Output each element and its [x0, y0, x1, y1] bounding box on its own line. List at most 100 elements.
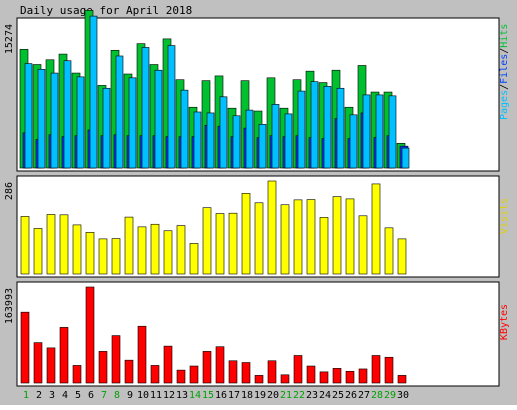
day-label-30: 30: [397, 390, 409, 401]
day-label-14: 14: [189, 390, 201, 401]
day-label-2: 2: [36, 390, 42, 401]
bar-visits-8: [111, 238, 121, 275]
bar-kbytes-5: [72, 365, 82, 384]
bar-visits-15: [202, 207, 212, 275]
day-label-4: 4: [62, 390, 68, 401]
panel-kbytes-frame: [16, 281, 500, 387]
bar-pages-23: [310, 81, 319, 169]
bar-kbytes-21: [280, 374, 290, 384]
bar-kbytes-12: [163, 345, 173, 384]
bar-kbytes-18: [241, 362, 251, 384]
day-label-11: 11: [150, 390, 162, 401]
bar-pages-19: [258, 124, 267, 169]
bar-kbytes-24: [319, 371, 329, 384]
bar-kbytes-19: [254, 375, 264, 384]
bar-kbytes-9: [124, 359, 134, 384]
day-label-6: 6: [88, 390, 94, 401]
bar-pages-7: [102, 87, 111, 169]
bar-visits-22: [293, 199, 303, 275]
day-label-20: 20: [267, 390, 279, 401]
bar-visits-20: [267, 180, 277, 275]
bar-kbytes-3: [46, 347, 56, 384]
bar-pages-29: [388, 95, 397, 169]
panel-kbytes-ymax-label: 163993: [4, 288, 15, 324]
bar-kbytes-23: [306, 365, 316, 384]
day-label-12: 12: [163, 390, 175, 401]
day-label-24: 24: [319, 390, 331, 401]
bar-visits-13: [176, 225, 186, 275]
bar-pages-6: [89, 15, 98, 169]
bar-visits-3: [46, 214, 56, 275]
bar-visits-26: [345, 198, 355, 275]
legend-files: Files: [499, 54, 510, 84]
bar-visits-6: [85, 232, 95, 275]
bar-visits-27: [358, 215, 368, 275]
bar-pages-18: [245, 109, 254, 169]
bar-kbytes-26: [345, 370, 355, 384]
bar-pages-30: [401, 147, 410, 169]
day-label-9: 9: [127, 390, 133, 401]
bar-visits-10: [137, 226, 147, 275]
bar-pages-1: [24, 63, 33, 169]
panel-visits: 286 Visits: [4, 175, 510, 278]
bar-visits-21: [280, 204, 290, 275]
bar-visits-25: [332, 196, 342, 275]
bar-pages-5: [76, 76, 85, 169]
bar-kbytes-4: [59, 327, 69, 384]
bar-visits-5: [72, 224, 82, 275]
bar-pages-3: [50, 72, 59, 169]
legend-pages: Pages: [499, 90, 510, 120]
bar-kbytes-13: [176, 369, 186, 384]
day-label-5: 5: [75, 390, 81, 401]
bar-visits-18: [241, 193, 251, 275]
day-label-10: 10: [137, 390, 149, 401]
day-label-3: 3: [49, 390, 55, 401]
bar-pages-14: [193, 111, 202, 169]
bar-kbytes-30: [397, 375, 407, 384]
bar-visits-28: [371, 183, 381, 275]
bar-pages-2: [37, 68, 46, 169]
day-label-18: 18: [241, 390, 253, 401]
bar-kbytes-10: [137, 325, 147, 384]
day-label-29: 29: [384, 390, 396, 401]
day-label-28: 28: [371, 390, 383, 401]
day-label-8: 8: [114, 390, 120, 401]
bar-pages-20: [271, 104, 280, 169]
bar-visits-9: [124, 216, 134, 275]
legend-hits: Hits: [499, 24, 510, 48]
bar-kbytes-1: [20, 311, 30, 384]
bar-visits-4: [59, 214, 69, 275]
bar-visits-17: [228, 212, 238, 275]
bar-pages-16: [219, 96, 228, 169]
bar-visits-16: [215, 213, 225, 275]
bar-visits-30: [397, 238, 407, 275]
bar-pages-9: [128, 77, 137, 169]
bar-pages-22: [297, 90, 306, 169]
bar-kbytes-11: [150, 365, 160, 384]
bar-pages-27: [362, 94, 371, 169]
bar-kbytes-6: [85, 286, 95, 384]
panel-kbytes: 163993 KBytes: [4, 281, 510, 387]
legend-sep-2: /: [499, 48, 510, 54]
chart-title: Daily usage for April 2018: [20, 4, 192, 17]
bar-pages-12: [167, 45, 176, 169]
legend-usage: Pages/Files/Hits: [499, 24, 510, 120]
bar-kbytes-8: [111, 335, 121, 384]
bar-visits-14: [189, 243, 199, 275]
bar-visits-11: [150, 223, 160, 275]
day-label-21: 21: [280, 390, 292, 401]
day-label-1: 1: [23, 390, 29, 401]
day-label-16: 16: [215, 390, 227, 401]
bar-visits-12: [163, 230, 173, 275]
bar-visits-2: [33, 228, 43, 275]
bar-kbytes-2: [33, 342, 43, 384]
day-label-19: 19: [254, 390, 266, 401]
bar-pages-10: [141, 47, 150, 169]
bar-kbytes-27: [358, 368, 368, 384]
bar-pages-26: [349, 114, 358, 169]
bar-pages-24: [323, 86, 332, 169]
bar-kbytes-16: [215, 346, 225, 384]
